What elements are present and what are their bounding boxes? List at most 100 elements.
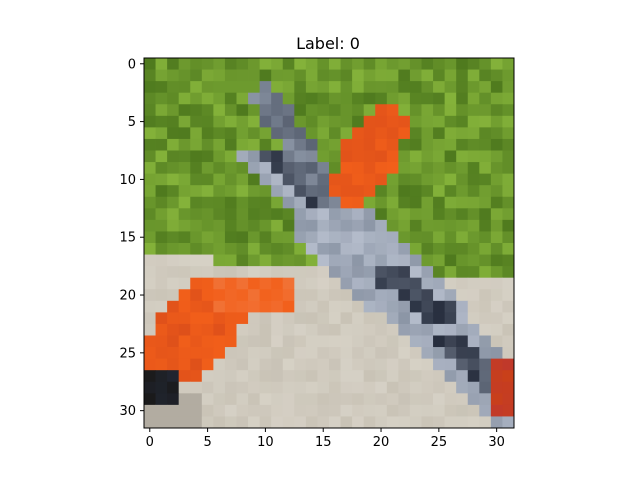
pixel-cell bbox=[236, 277, 249, 290]
pixel-cell bbox=[490, 347, 503, 360]
pixel-cell bbox=[375, 254, 388, 267]
pixel-cell bbox=[467, 243, 480, 255]
pixel-cell bbox=[490, 162, 503, 175]
pixel-cell bbox=[167, 254, 180, 267]
pixel-cell bbox=[294, 196, 307, 209]
pixel-cell bbox=[282, 289, 295, 302]
pixel-cell bbox=[155, 150, 168, 163]
pixel-cell bbox=[329, 150, 341, 163]
pixel-cell bbox=[224, 219, 237, 232]
pixel-cell bbox=[282, 69, 295, 82]
pixel-cell bbox=[305, 104, 318, 117]
pixel-cell bbox=[329, 266, 341, 279]
pixel-cell bbox=[409, 115, 422, 128]
pixel-cell bbox=[502, 416, 515, 429]
pixel-cell bbox=[444, 323, 457, 336]
pixel-cell bbox=[398, 243, 411, 255]
pixel-cell bbox=[144, 92, 156, 105]
x-tick-label: 10 bbox=[257, 435, 274, 450]
x-tick-label: 15 bbox=[315, 435, 332, 450]
pixel-cell bbox=[282, 381, 295, 394]
pixel-cell bbox=[317, 196, 330, 209]
pixel-cell bbox=[282, 335, 295, 348]
pixel-cell bbox=[144, 416, 156, 429]
pixel-cell bbox=[329, 138, 341, 151]
pixel-cell bbox=[467, 58, 480, 70]
pixel-cell bbox=[305, 162, 318, 175]
pixel-cell bbox=[213, 208, 226, 221]
pixel-cell bbox=[259, 150, 272, 163]
pixel-cell bbox=[467, 312, 480, 325]
pixel-cell bbox=[305, 150, 318, 163]
pixel-cell bbox=[155, 115, 168, 128]
pixel-cell bbox=[433, 370, 446, 383]
pixel-cell bbox=[167, 243, 180, 255]
pixel-cell bbox=[456, 381, 469, 394]
pixel-cell bbox=[271, 300, 284, 313]
pixel-cell bbox=[490, 231, 503, 244]
pixel-cell bbox=[236, 127, 249, 140]
pixel-cell bbox=[352, 196, 365, 209]
pixel-cell bbox=[363, 58, 376, 70]
pixel-cell bbox=[282, 173, 295, 186]
pixel-cell bbox=[167, 173, 180, 186]
pixel-cell bbox=[248, 127, 261, 140]
pixel-cell bbox=[409, 150, 422, 163]
pixel-cell bbox=[178, 185, 191, 198]
pixel-cell bbox=[213, 58, 226, 70]
pixel-cell bbox=[201, 312, 214, 325]
pixel-cell bbox=[444, 58, 457, 70]
pixel-cell bbox=[144, 69, 156, 82]
pixel-cell bbox=[282, 347, 295, 360]
pixel-cell bbox=[294, 208, 307, 221]
pixel-cell bbox=[305, 335, 318, 348]
pixel-cell bbox=[190, 300, 203, 313]
pixel-cell bbox=[352, 266, 365, 279]
pixel-cell bbox=[444, 347, 457, 360]
pixel-cell bbox=[213, 231, 226, 244]
pixel-cell bbox=[224, 185, 237, 198]
pixel-cell bbox=[178, 173, 191, 186]
pixel-cell bbox=[224, 323, 237, 336]
pixel-cell bbox=[409, 138, 422, 151]
pixel-cell bbox=[224, 196, 237, 209]
pixel-cell bbox=[329, 92, 341, 105]
pixel-cell bbox=[398, 58, 411, 70]
pixel-cell bbox=[178, 300, 191, 313]
pixel-cell bbox=[456, 370, 469, 383]
pixel-cell bbox=[144, 173, 156, 186]
pixel-cell bbox=[201, 219, 214, 232]
pixel-cell bbox=[386, 231, 399, 244]
pixel-cell bbox=[213, 185, 226, 198]
pixel-cell bbox=[479, 404, 492, 417]
pixel-cell bbox=[155, 173, 168, 186]
pixel-cell bbox=[363, 393, 376, 406]
pixel-cell bbox=[201, 196, 214, 209]
pixel-cell bbox=[490, 138, 503, 151]
pixel-cell bbox=[144, 393, 156, 406]
pixel-cell bbox=[340, 370, 353, 383]
pixel-cell bbox=[329, 381, 341, 394]
pixel-cell bbox=[386, 266, 399, 279]
pixel-cell bbox=[167, 104, 180, 117]
pixel-cell bbox=[144, 370, 156, 383]
pixel-cell bbox=[248, 173, 261, 186]
pixel-cell bbox=[386, 92, 399, 105]
pixel-cell bbox=[190, 92, 203, 105]
pixel-cell bbox=[294, 173, 307, 186]
pixel-cell bbox=[421, 323, 434, 336]
pixel-cell bbox=[490, 300, 503, 313]
pixel-cell bbox=[467, 115, 480, 128]
pixel-cell bbox=[329, 370, 341, 383]
pixel-cell bbox=[259, 323, 272, 336]
pixel-cell bbox=[167, 115, 180, 128]
pixel-cell bbox=[352, 254, 365, 267]
pixel-cell bbox=[490, 173, 503, 186]
pixel-cell bbox=[444, 289, 457, 302]
pixel-cell bbox=[433, 347, 446, 360]
pixel-cell bbox=[317, 58, 330, 70]
pixel-cell bbox=[444, 219, 457, 232]
pixel-cell bbox=[398, 370, 411, 383]
pixel-cell bbox=[340, 92, 353, 105]
pixel-cell bbox=[167, 277, 180, 290]
